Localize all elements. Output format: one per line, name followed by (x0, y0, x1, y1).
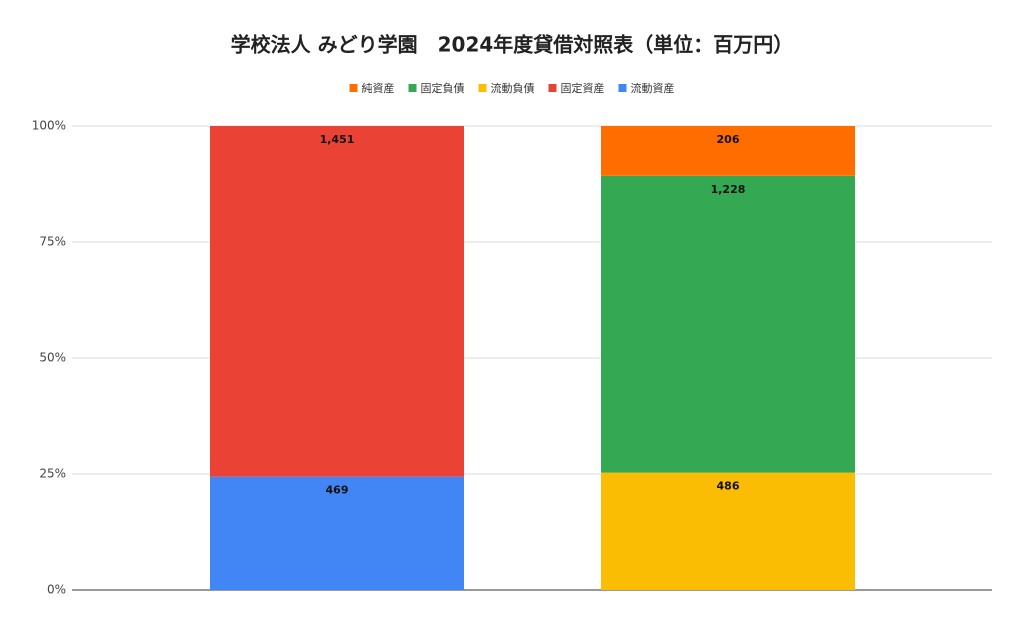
legend-swatch (408, 84, 417, 92)
y-tick-label: 100% (32, 119, 66, 133)
legend-swatch (478, 84, 487, 92)
y-tick-label: 75% (39, 235, 66, 249)
y-tick-label: 25% (39, 467, 66, 481)
legend-swatch (349, 84, 358, 92)
legend-label: 固定負債 (421, 81, 465, 95)
data-label: 469 (326, 484, 349, 497)
data-label: 206 (717, 133, 740, 146)
data-label: 1,228 (711, 183, 746, 196)
legend-swatch (618, 84, 627, 92)
legend-label: 純資産 (362, 82, 395, 95)
y-tick-label: 50% (39, 351, 66, 365)
legend-swatch (548, 84, 557, 92)
data-label: 486 (717, 480, 740, 493)
data-label: 1,451 (320, 133, 355, 146)
bar-segment (601, 175, 855, 473)
y-tick-label: 0% (47, 583, 66, 597)
legend-label: 固定資産 (561, 81, 605, 95)
chart-title: 学校法人 みどり学園 2024年度貸借対照表（単位：百万円） (231, 33, 794, 57)
bar-segment (210, 126, 464, 477)
bar-segment (601, 126, 855, 176)
legend-label: 流動資産 (631, 81, 675, 95)
legend: 純資産 固定負債 流動負債 固定資産 流動資産 (349, 81, 675, 95)
legend-label: 流動負債 (491, 81, 535, 95)
bar-segment (601, 472, 855, 590)
bar-segment (210, 476, 464, 590)
